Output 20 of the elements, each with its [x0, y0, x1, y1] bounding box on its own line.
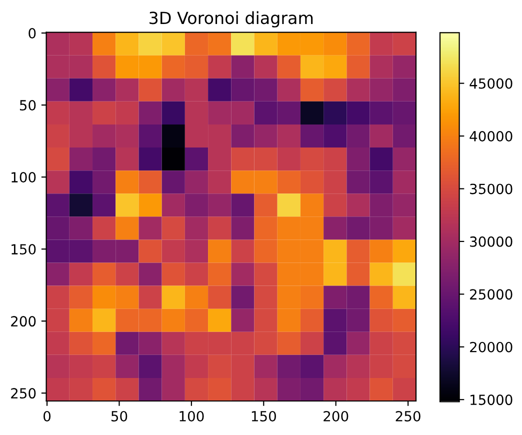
x-tick-label: 250 — [396, 410, 420, 422]
x-tick-label: 0 — [44, 410, 51, 422]
y-tick-label: 100 — [12, 172, 36, 183]
y-tick-label: 0 — [28, 28, 36, 38]
color-bar-label: 25000 — [470, 289, 512, 300]
color-bar-label: 20000 — [470, 342, 512, 352]
y-tick-label: 250 — [11, 388, 36, 399]
color-bar-label: 40000 — [470, 130, 512, 142]
x-tick-label: 200 — [324, 410, 348, 422]
y-tick-label: 150 — [12, 244, 36, 255]
color-bar-label: 30000 — [470, 236, 512, 247]
y-tick-label: 200 — [11, 316, 36, 327]
x-tick-label: 50 — [111, 410, 128, 422]
chart-title: 3D Voronoi diagram — [150, 11, 313, 28]
color-bar-label: 45000 — [470, 78, 512, 89]
x-tick-label: 100 — [180, 410, 204, 422]
color-bar-label: 35000 — [470, 184, 512, 194]
y-tick-label: 50 — [20, 100, 36, 111]
x-tick-label: 150 — [252, 410, 276, 422]
color-bar-label: 15000 — [470, 394, 512, 406]
